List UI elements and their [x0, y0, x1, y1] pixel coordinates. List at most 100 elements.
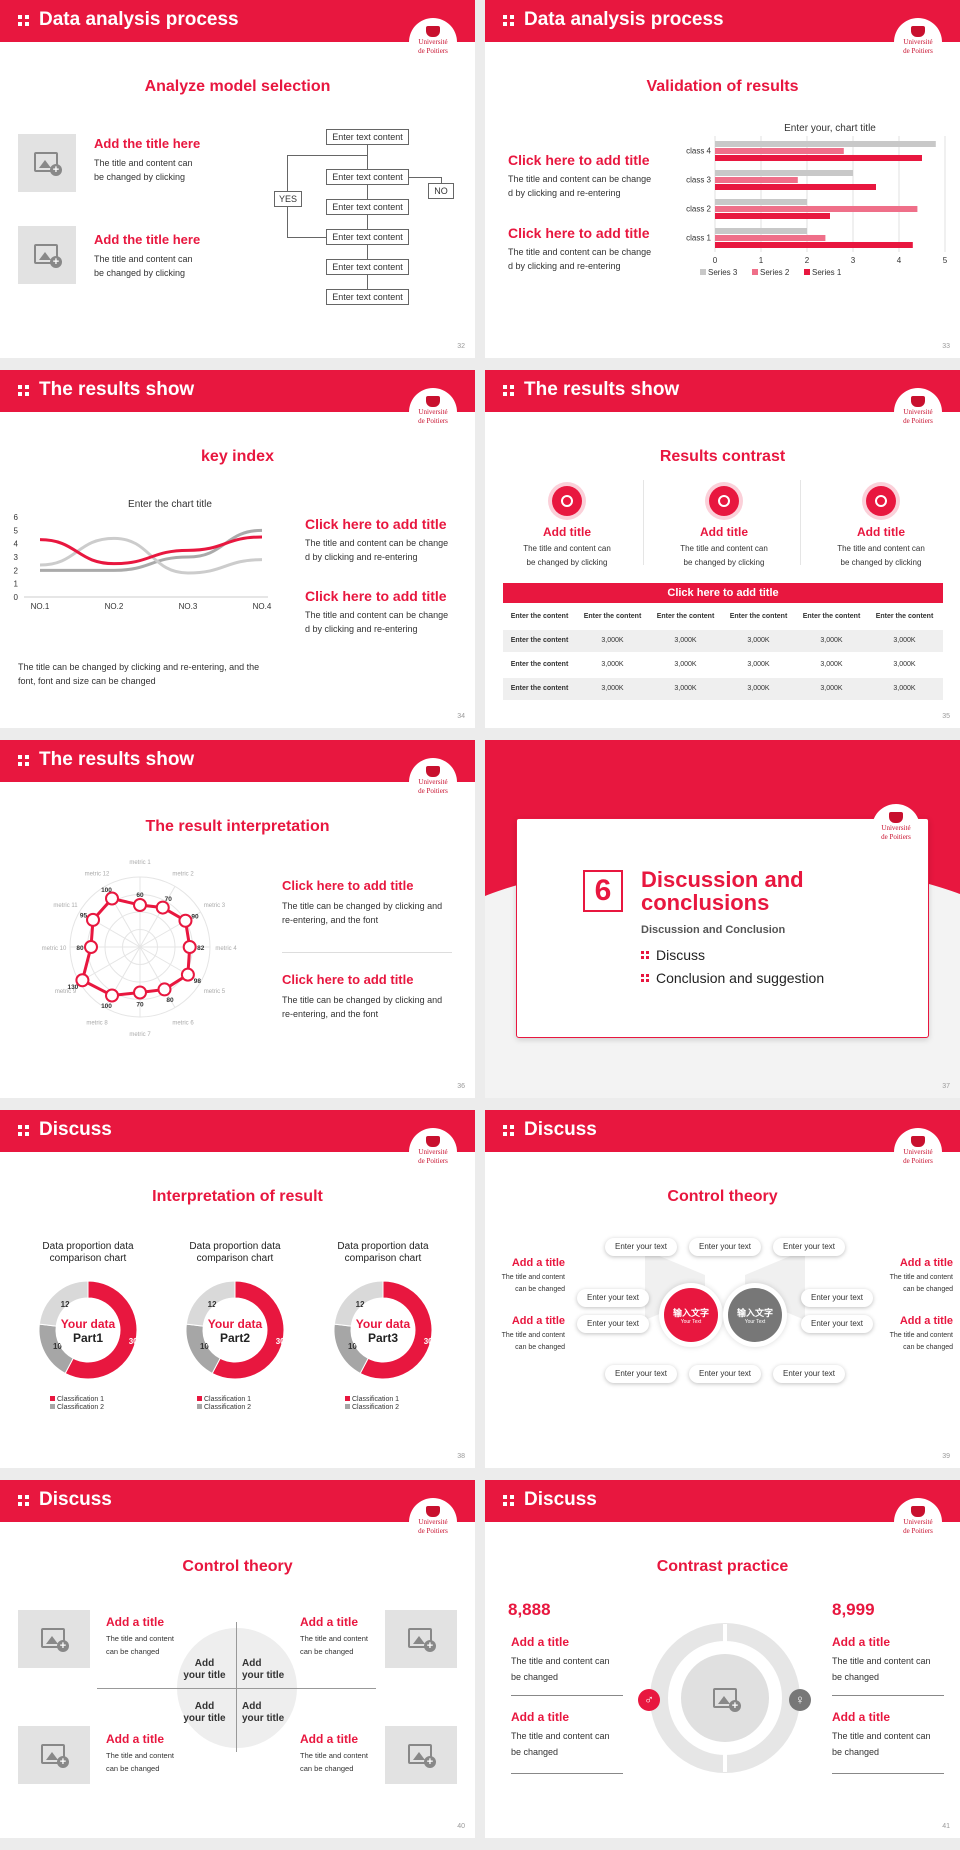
radar-value-label: 100: [101, 887, 112, 894]
radar-point: [157, 982, 172, 997]
page-number: 39: [942, 1453, 950, 1460]
bullet-icon: [641, 951, 650, 960]
university-logo: Université de Poitiers: [409, 758, 457, 806]
donut-value-label: 30: [424, 1337, 433, 1346]
slide-33[interactable]: Data analysis process Université de Poiti…: [485, 0, 960, 358]
radar-value-label: 82: [197, 945, 205, 952]
legend-label: Series 1: [812, 268, 842, 277]
donut-hole: [352, 1299, 414, 1361]
item-body: The title and content can be changed: [106, 1751, 174, 1773]
donut-legend-item: Classification 1: [50, 1396, 104, 1403]
image-placeholder-icon[interactable]: +: [18, 1610, 90, 1668]
block-body: The title and content can be changed: [511, 1656, 610, 1682]
text-pill[interactable]: Enter your text: [577, 1289, 649, 1307]
donut-legend-item: Classification 1: [345, 1396, 399, 1403]
text-pill[interactable]: Enter your text: [773, 1238, 845, 1256]
header-bar: Discuss: [485, 1480, 960, 1522]
slide-39[interactable]: Discuss Université de Poitiers Control th…: [485, 1110, 960, 1468]
y-tick-label: 6: [14, 513, 19, 522]
slide-38[interactable]: Discuss Université de Poitiers Interpreta…: [0, 1110, 475, 1468]
slide-36[interactable]: The results show Université de Poitiers T…: [0, 740, 475, 1098]
side-title: Add a title: [511, 1257, 565, 1269]
center-circle-2[interactable]: 输入文字 Your Text: [728, 1288, 782, 1342]
image-placeholder-icon[interactable]: +: [385, 1610, 457, 1668]
item-body: The title and content can be changed: [106, 1634, 174, 1656]
table-caption: Click here to add title: [503, 583, 943, 603]
slide-34[interactable]: The results show Université de Poitiers k…: [0, 370, 475, 728]
underline: [511, 1695, 623, 1696]
side-body: The title and content can be changed: [501, 1274, 565, 1293]
legend-swatch: [752, 269, 758, 275]
slide-title: Analyze model selection: [144, 78, 331, 95]
donut-slice: [38, 1280, 89, 1327]
dots-icon: [503, 1495, 515, 1507]
bar: [715, 228, 807, 234]
item-title: Add a title: [300, 1732, 359, 1746]
radar-point: [180, 967, 195, 982]
item-body: The title and content can be changed by …: [94, 158, 193, 182]
flow-box: Enter text content: [326, 199, 409, 215]
header-bar: Discuss: [0, 1110, 475, 1152]
x-tick-label: NO.1: [31, 602, 50, 611]
slide-35[interactable]: The results show Université de Poitiers R…: [485, 370, 960, 728]
image-placeholder-icon[interactable]: +: [18, 226, 76, 284]
donut-value-label: 30: [276, 1337, 285, 1346]
y-tick-label: class 3: [686, 176, 711, 185]
radar-value-label: 80: [76, 945, 84, 952]
section-number: 6: [583, 870, 623, 912]
flow-connector: [367, 245, 368, 259]
page-number: 40: [457, 1823, 465, 1830]
slide-32[interactable]: Data analysis process Université de Poiti…: [0, 0, 475, 358]
x-tick-label: NO.3: [179, 602, 198, 611]
image-placeholder-icon[interactable]: +: [18, 1726, 90, 1784]
radar-value-label: 80: [166, 997, 174, 1004]
text-pill[interactable]: Enter your text: [801, 1289, 873, 1307]
text-pill[interactable]: Enter your text: [577, 1315, 649, 1333]
image-placeholder-icon[interactable]: +: [385, 1726, 457, 1784]
bar: [715, 148, 844, 154]
series-line: [39, 535, 263, 566]
side-body: The title and content can be changed: [501, 1332, 565, 1351]
stat-number: 8,999: [832, 1600, 875, 1619]
donut-hole: [57, 1299, 119, 1361]
header-title: Discuss: [524, 1119, 597, 1140]
block-body: The title and content can be changed: [832, 1656, 931, 1682]
quadrant-label: Add your title: [183, 1658, 226, 1681]
slide-41[interactable]: Discuss Université de Poitiers Contrast p…: [485, 1480, 960, 1838]
text-pill[interactable]: Enter your text: [689, 1365, 761, 1383]
bar: [715, 213, 830, 219]
donut-value-label: 12: [61, 1300, 70, 1309]
section-title: Discussion and conclusions: [641, 867, 804, 915]
donut-value-label: 12: [356, 1300, 365, 1309]
donut-center-2: Part3: [368, 1331, 398, 1345]
text-pill[interactable]: Enter your text: [689, 1238, 761, 1256]
slide-title: Validation of results: [646, 78, 799, 95]
donut-legend-item: Classification 2: [345, 1404, 399, 1411]
legend-label: Series 2: [760, 268, 790, 277]
radar-point: [133, 898, 147, 912]
text-pill[interactable]: Enter your text: [801, 1315, 873, 1333]
stat-number: 8,888: [508, 1600, 551, 1619]
donut-legend-item: Classification 1: [197, 1396, 251, 1403]
bar-chart: Enter your, chart title 0 1 2 3 4 5 class 1 clas…: [686, 123, 948, 277]
radar-value-label: 70: [165, 896, 173, 903]
item-title: Click here to add title: [508, 152, 650, 168]
slide-37-section[interactable]: Université de Poitiers 6 Discussion and c…: [485, 740, 960, 1098]
donut-value-label: 10: [53, 1342, 62, 1351]
flow-box: Enter text content: [326, 129, 409, 145]
dots-icon: [18, 755, 30, 767]
center-circle-1[interactable]: 输入文字 Your Text: [664, 1288, 718, 1342]
donut-center-2: Part1: [73, 1331, 103, 1345]
text-pill[interactable]: Enter your text: [773, 1365, 845, 1383]
flow-connector: [367, 185, 368, 199]
image-placeholder-icon[interactable]: +: [697, 1670, 753, 1726]
flow-connector: [367, 275, 368, 289]
image-placeholder-icon[interactable]: +: [18, 134, 76, 192]
text-pill[interactable]: Enter your text: [605, 1238, 677, 1256]
text-pill[interactable]: Enter your text: [605, 1365, 677, 1383]
donut-center-1: Your data: [61, 1317, 116, 1331]
bar: [715, 242, 913, 248]
item-body: The title and content can be change d by…: [305, 610, 449, 634]
slide-40[interactable]: Discuss Université de Poitiers Control th…: [0, 1480, 475, 1838]
